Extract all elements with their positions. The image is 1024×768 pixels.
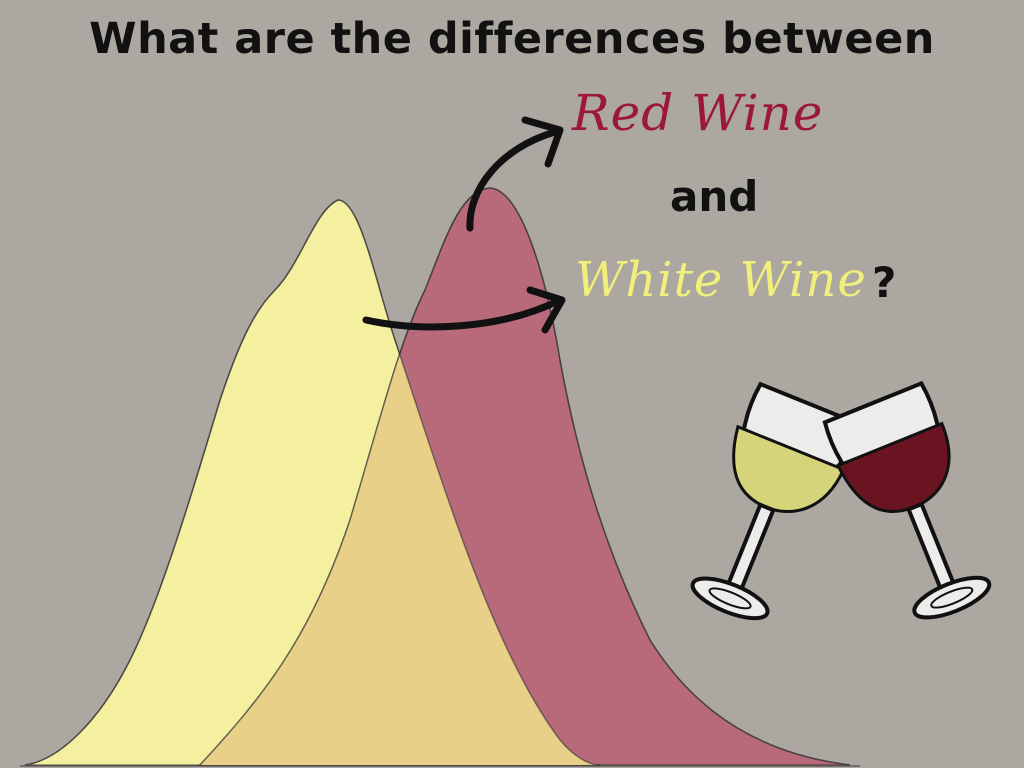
question-mark: ? (872, 258, 897, 307)
page-title: What are the differences between (89, 14, 935, 64)
arrow-to-red-icon (466, 116, 564, 232)
arrow-to-white-icon (362, 286, 566, 334)
white-wine-label: White Wine (575, 252, 867, 308)
red-wine-label: Red Wine (572, 84, 824, 142)
clinking-wine-glasses-icon (690, 380, 992, 621)
and-label: and (670, 172, 759, 221)
